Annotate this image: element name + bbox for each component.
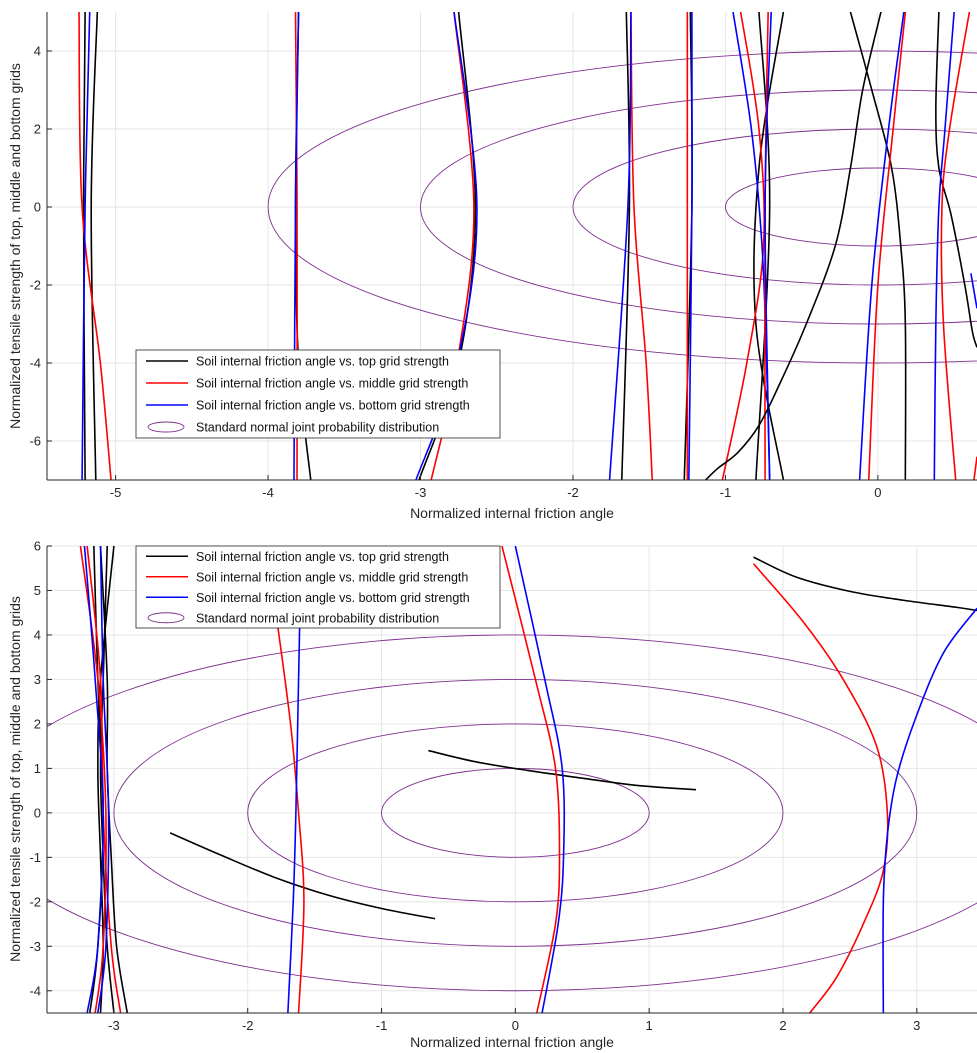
legend-marker xyxy=(147,421,185,433)
legend-label: Soil internal friction angle vs. top gri… xyxy=(196,550,449,564)
x-tick-label: -1 xyxy=(720,485,732,500)
x-tick-label: -5 xyxy=(110,485,122,500)
x-tick-label: 2 xyxy=(779,1018,786,1033)
probability-contour xyxy=(247,723,784,903)
series-line xyxy=(501,546,561,1013)
x-tick-label: -2 xyxy=(242,1018,254,1033)
x-tick-label: 1 xyxy=(646,1018,653,1033)
series-line xyxy=(935,12,977,348)
legend: Soil internal friction angle vs. top gri… xyxy=(135,349,501,439)
y-tick-label: 5 xyxy=(34,583,41,598)
series-line xyxy=(867,12,907,480)
x-tick-label: 3 xyxy=(913,1018,920,1033)
series-line xyxy=(608,12,632,480)
y-tick-label: -1 xyxy=(29,850,41,865)
series-line xyxy=(849,12,907,480)
y-tick-label: 3 xyxy=(34,672,41,687)
probability-contour xyxy=(113,678,918,947)
y-tick-label: -2 xyxy=(29,894,41,909)
series-line xyxy=(82,12,86,480)
y-axis-label: Normalized tensile strength of top, midd… xyxy=(7,596,23,962)
y-tick-label: 0 xyxy=(34,200,41,215)
series-line xyxy=(81,12,91,480)
x-axis-label: Normalized internal friction angle xyxy=(410,1034,614,1050)
y-tick-label: 4 xyxy=(34,627,41,642)
y-tick-label: 6 xyxy=(34,539,41,554)
x-axis-label: Normalized internal friction angle xyxy=(410,505,614,521)
y-axis-label: Normalized tensile strength of top, midd… xyxy=(7,63,23,429)
chart-bottom: -3 -2 -1 0 1 2 3 6 5 4 3 2 1 0 -1 -2 -3 -4 Soil internal … xyxy=(7,539,977,1050)
series-line xyxy=(620,12,631,480)
series-line xyxy=(933,12,955,480)
legend-label: Soil internal friction angle vs. bottom … xyxy=(196,399,470,413)
axes: -5 -4 -3 -2 -1 0 4 2 0 -2 -4 -6 xyxy=(29,12,977,500)
legend-label: Standard normal joint probability distri… xyxy=(196,421,439,435)
legend-label: Soil internal friction angle vs. top gri… xyxy=(196,355,449,369)
x-tick-label: 0 xyxy=(874,485,881,500)
probability-contour xyxy=(47,634,977,992)
series-line xyxy=(688,12,693,480)
legend-label: Soil internal friction angle vs. bottom … xyxy=(196,591,470,605)
legend-box xyxy=(135,545,501,629)
series-lines xyxy=(79,546,977,1013)
legend-label: Standard normal joint probability distri… xyxy=(196,611,439,625)
series-line xyxy=(276,621,305,1013)
x-tick-label: 0 xyxy=(512,1018,519,1033)
x-tick-label: -3 xyxy=(415,485,427,500)
chart-top: -5 -4 -3 -2 -1 0 4 2 0 -2 -4 -6 Soil internal frict… xyxy=(7,12,977,521)
y-tick-label: -4 xyxy=(29,983,41,998)
y-tick-label: 2 xyxy=(34,716,41,731)
probability-contour xyxy=(267,50,977,364)
y-tick-label: -4 xyxy=(29,356,41,371)
axes: -3 -2 -1 0 1 2 3 6 5 4 3 2 1 0 -1 -2 -3 -4 xyxy=(29,539,977,1033)
series-line xyxy=(705,12,882,480)
probability-contours xyxy=(47,634,977,992)
series-line xyxy=(858,12,905,480)
series-line xyxy=(764,12,772,480)
probability-contour xyxy=(420,89,977,325)
series-line xyxy=(97,546,110,1013)
series-line xyxy=(99,546,115,1013)
y-tick-label: -6 xyxy=(29,434,41,449)
series-line xyxy=(752,563,889,1013)
legend-box xyxy=(135,349,501,439)
legend-label: Soil internal friction angle vs. middle … xyxy=(196,377,468,391)
series-line xyxy=(753,12,785,480)
x-tick-label: -1 xyxy=(376,1018,388,1033)
x-tick-label: -2 xyxy=(567,485,579,500)
series-line xyxy=(514,546,566,1013)
probability-contour xyxy=(725,167,977,247)
series-line xyxy=(721,12,766,480)
series-line xyxy=(882,607,977,1013)
y-tick-label: 2 xyxy=(34,122,41,137)
y-tick-label: 4 xyxy=(34,44,41,59)
series-line xyxy=(755,12,771,480)
series-line xyxy=(90,12,99,480)
y-tick-label: -3 xyxy=(29,939,41,954)
y-tick-label: 0 xyxy=(34,805,41,820)
series-line xyxy=(940,12,971,480)
series-line xyxy=(83,546,105,1013)
legend-label: Soil internal friction angle vs. middle … xyxy=(196,570,468,584)
legend: Soil internal friction angle vs. top gri… xyxy=(135,545,501,629)
series-line xyxy=(78,12,112,480)
legend-marker xyxy=(147,612,185,624)
x-tick-label: -3 xyxy=(108,1018,120,1033)
y-tick-label: -2 xyxy=(29,278,41,293)
series-line xyxy=(753,556,977,612)
series-line xyxy=(169,832,436,920)
series-line xyxy=(630,12,654,480)
y-tick-label: 1 xyxy=(34,761,41,776)
x-tick-label: -4 xyxy=(262,485,274,500)
